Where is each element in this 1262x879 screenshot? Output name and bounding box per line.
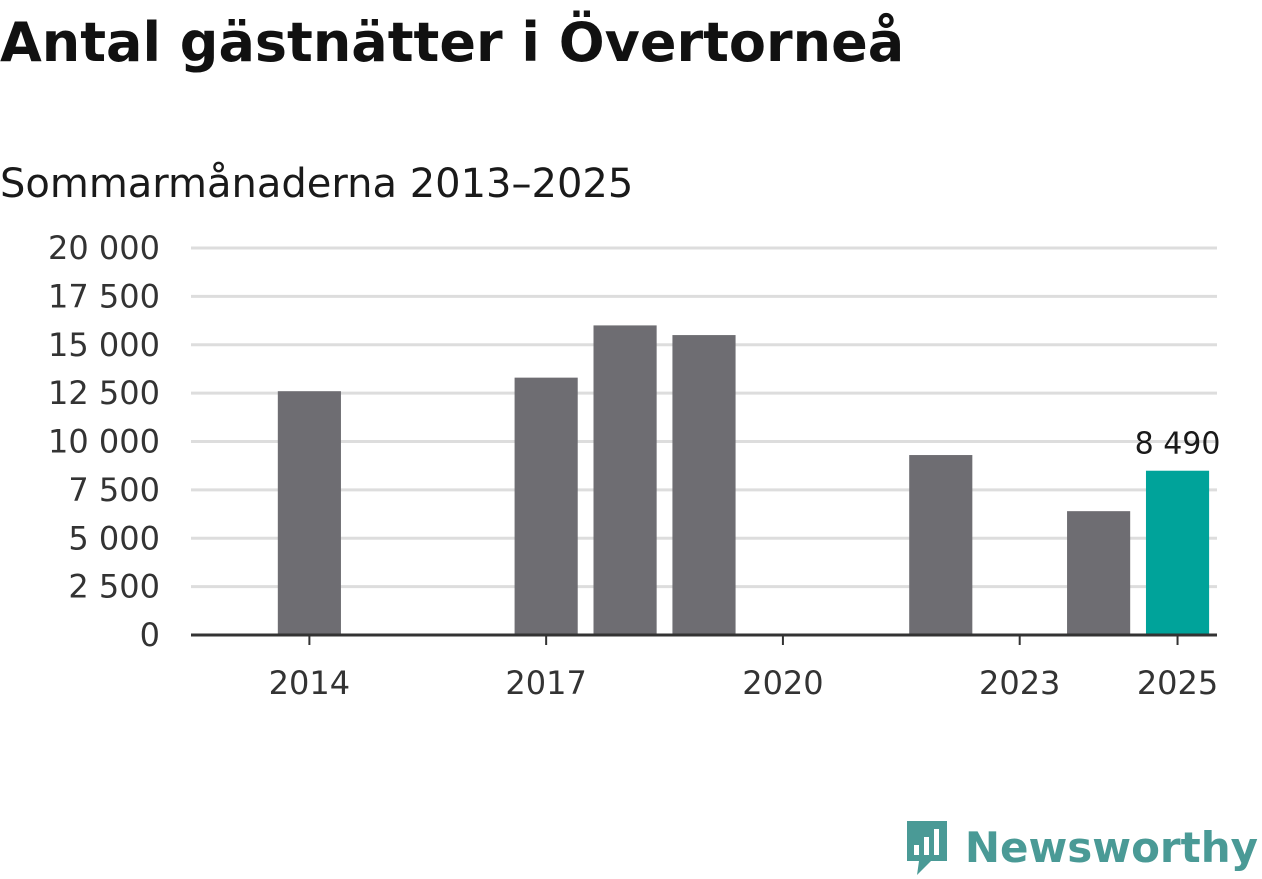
bar-2024	[1067, 511, 1131, 635]
y-tick-label: 15 000	[48, 326, 160, 364]
y-tick-label: 17 500	[48, 277, 160, 315]
x-tick-label: 2017	[505, 664, 586, 702]
bar-2019	[672, 335, 736, 635]
x-tick-label: 2020	[742, 664, 823, 702]
x-tick-label: 2014	[269, 664, 350, 702]
y-tick-label: 10 000	[48, 423, 160, 461]
brand-logo: Newsworthy	[903, 817, 1258, 877]
bar-2022	[909, 455, 973, 635]
chart-subtitle: Sommarmånaderna 2013–2025	[0, 161, 634, 207]
y-tick-label: 12 500	[48, 374, 160, 412]
y-tick-label: 2 500	[68, 568, 160, 606]
x-tick-label: 2025	[1137, 664, 1218, 702]
data-label: 8 490	[1135, 427, 1221, 462]
bar-2014	[277, 391, 341, 635]
axes	[191, 633, 1217, 645]
bar-2025	[1145, 470, 1210, 635]
x-tick-label: 2023	[979, 664, 1060, 702]
y-tick-label: 20 000	[48, 229, 160, 267]
chart-title: Antal gästnätter i Övertorneå	[0, 11, 905, 74]
bar-2018	[593, 325, 657, 635]
y-tick-label: 0	[140, 616, 160, 654]
bars	[277, 325, 1210, 635]
bar-2017	[514, 377, 578, 635]
newsworthy-logo-icon	[906, 821, 947, 875]
y-tick-label: 5 000	[68, 519, 160, 557]
brand-name: Newsworthy	[964, 822, 1258, 872]
labels: 0 2 500 5 000 7 500 10 000 12 500 15 000 17 500…	[48, 229, 1220, 702]
y-tick-label: 7 500	[68, 471, 160, 509]
